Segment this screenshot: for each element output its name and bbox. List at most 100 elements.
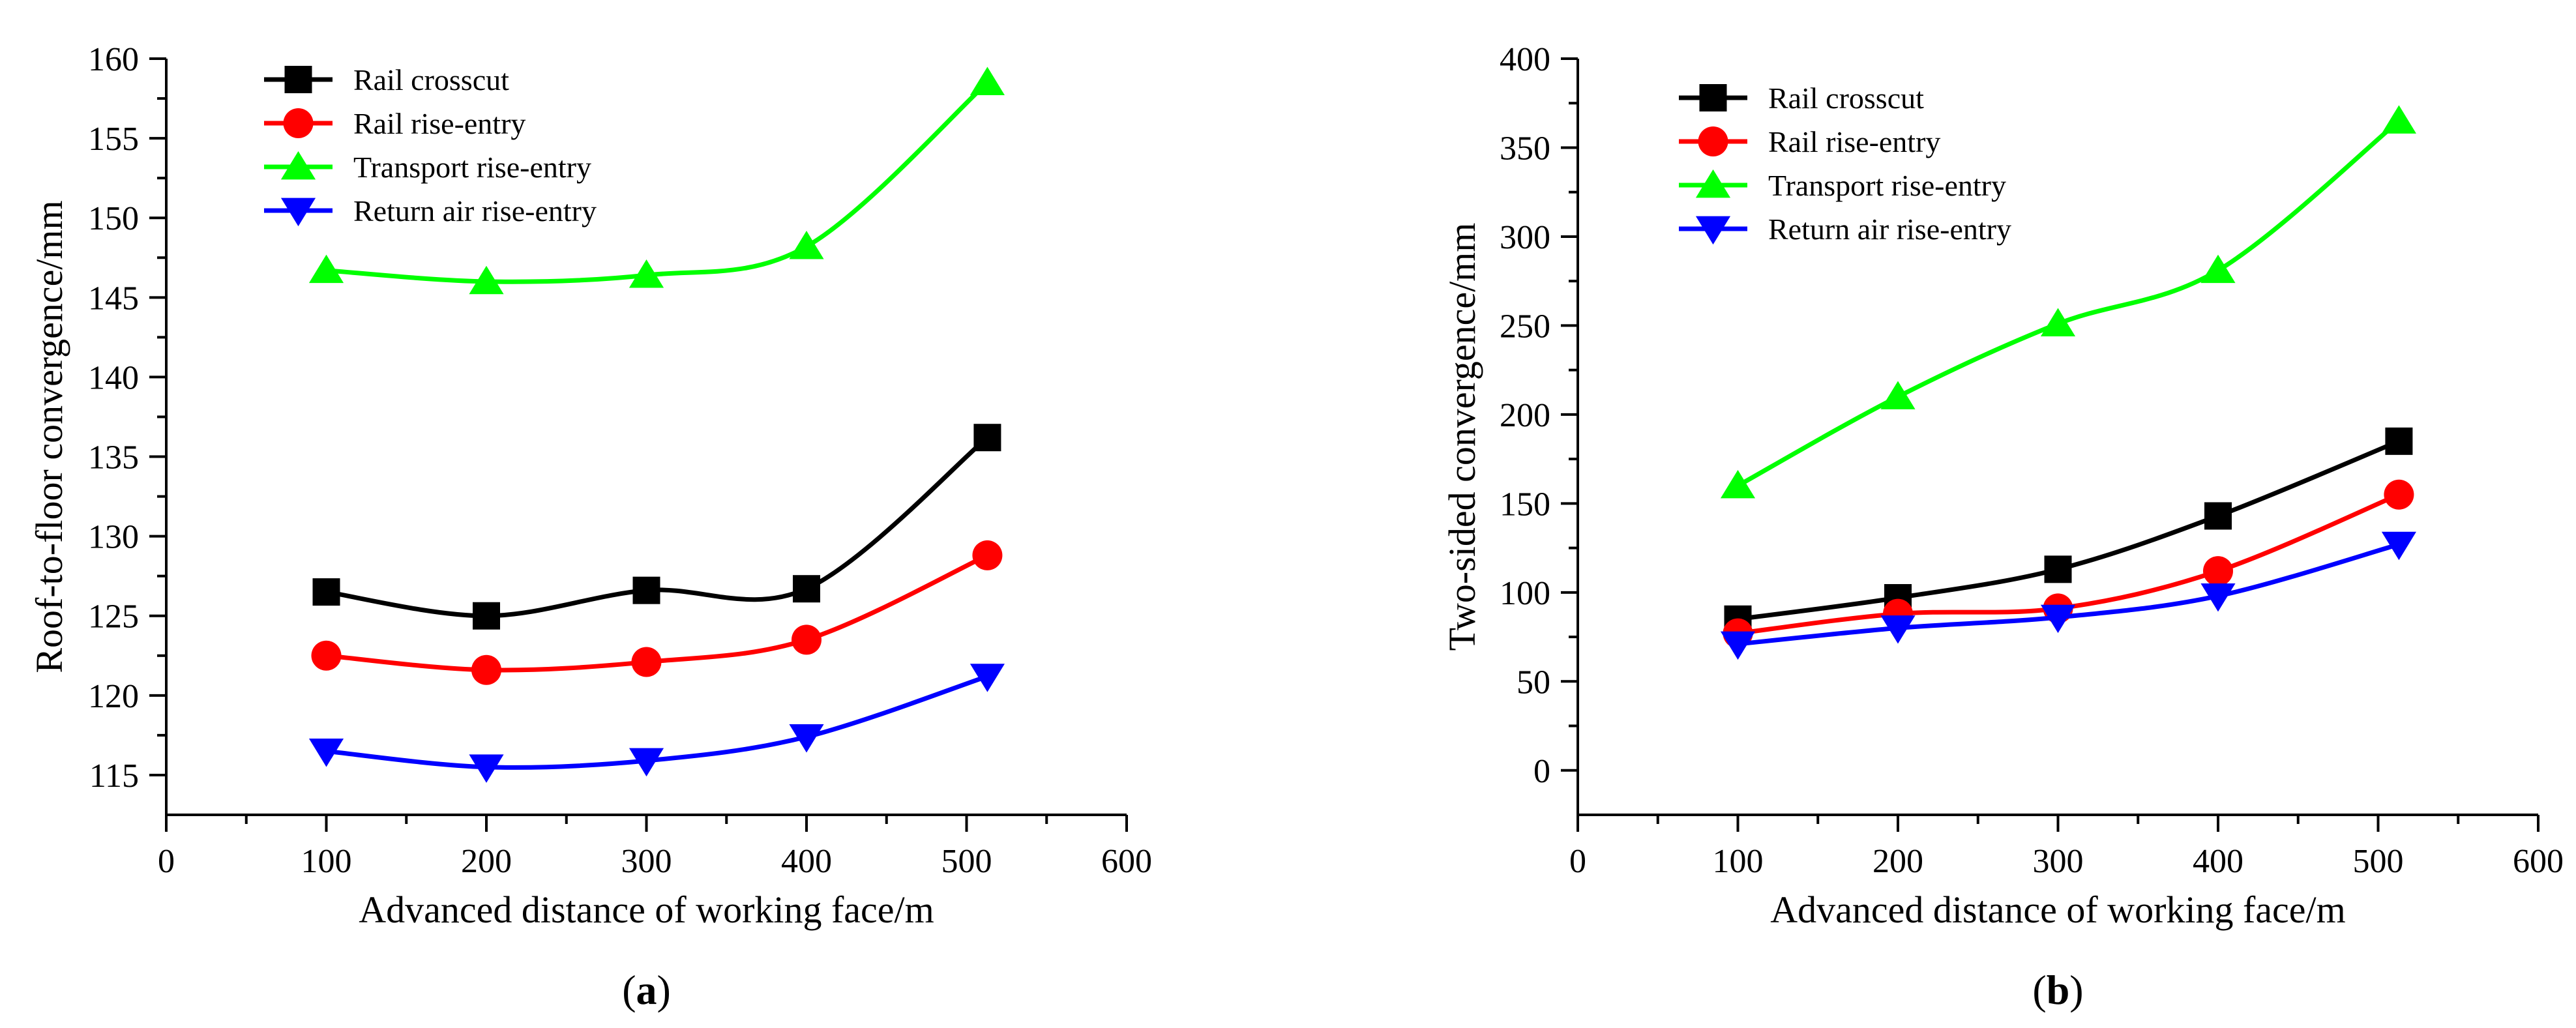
x-tick-label: 400 <box>781 843 832 880</box>
data-point-0-0 <box>312 578 340 606</box>
data-point-2-0 <box>308 254 344 284</box>
data-point-0-2 <box>2044 555 2072 583</box>
y-tick-label: 50 <box>1517 664 1550 701</box>
y-tick-label: 0 <box>1533 753 1550 790</box>
panel-label-open: ( <box>2032 967 2046 1013</box>
y-tick-label: 140 <box>88 359 139 396</box>
x-tick-label: 0 <box>158 843 175 880</box>
x-tick-label: 500 <box>2353 843 2404 880</box>
legend-label-3: Return air rise-entry <box>1768 213 2011 246</box>
y-tick-label: 145 <box>88 280 139 317</box>
data-point-2-3 <box>2200 254 2236 284</box>
legend-label-1: Rail rise-entry <box>353 107 526 140</box>
panel-label-close: ) <box>2069 967 2083 1013</box>
x-tick-label: 200 <box>1873 843 1923 880</box>
y-tick-label: 135 <box>88 439 139 477</box>
data-point-2-1 <box>469 265 504 295</box>
data-point-3-2 <box>629 748 664 777</box>
y-tick-label: 150 <box>88 200 139 237</box>
y-tick-label: 350 <box>1500 130 1550 167</box>
x-tick-label: 500 <box>941 843 992 880</box>
y-tick-label: 125 <box>88 598 139 636</box>
y-tick-label: 250 <box>1500 308 1550 345</box>
legend-label-3: Return air rise-entry <box>353 194 597 228</box>
legend-label-0: Rail crosscut <box>1768 81 1924 115</box>
legend-marker-1 <box>283 108 314 138</box>
series-line-2 <box>326 81 989 284</box>
data-point-1-3 <box>792 624 822 655</box>
y-tick-label: 160 <box>88 41 139 78</box>
x-tick-label: 100 <box>1713 843 1764 880</box>
data-point-1-1 <box>471 654 501 685</box>
data-point-2-0 <box>1720 469 1756 499</box>
legend: Rail crosscut Rail rise-entry Transport ri… <box>264 63 597 228</box>
data-point-3-3 <box>789 724 824 753</box>
panel-label-letter: a <box>636 967 657 1013</box>
y-tick-label: 155 <box>88 121 139 158</box>
y-tick-label: 400 <box>1500 41 1550 78</box>
data-point-2-2 <box>629 259 664 288</box>
data-point-0-3 <box>2204 502 2232 530</box>
panel-label-open: ( <box>622 967 636 1013</box>
data-point-3-1 <box>1880 615 1916 644</box>
x-tick-label: 300 <box>2033 843 2084 880</box>
data-point-2-4 <box>2381 105 2416 134</box>
legend-marker-0 <box>284 66 312 93</box>
y-axis-title: Roof-to-floor convergence/mm <box>28 200 70 673</box>
data-point-1-2 <box>631 647 662 677</box>
chart-panel-b: 0 100 200 300 400 500 600 0 50 100 150 200 250 300 350… <box>1441 41 2564 1013</box>
x-tick-label: 100 <box>301 843 352 880</box>
legend-marker-3 <box>280 198 316 227</box>
data-point-2-2 <box>2040 308 2076 337</box>
data-point-0-2 <box>632 576 660 604</box>
data-point-2-4 <box>970 66 1005 95</box>
data-point-1-4 <box>2384 479 2414 510</box>
x-tick-label: 200 <box>461 843 512 880</box>
data-point-0-1 <box>473 602 500 630</box>
y-tick-label: 120 <box>88 678 139 715</box>
data-point-3-4 <box>970 664 1005 692</box>
legend-marker-2 <box>1695 169 1731 198</box>
y-tick-label: 100 <box>1500 575 1550 612</box>
data-point-3-0 <box>308 738 344 767</box>
x-axis-title: Advanced distance of working face/m <box>1770 888 2346 931</box>
legend-marker-3 <box>1695 216 1731 245</box>
legend-label-2: Transport rise-entry <box>1768 169 2006 202</box>
y-tick-label: 300 <box>1500 219 1550 256</box>
data-point-0-4 <box>973 424 1001 452</box>
data-point-0-4 <box>2385 427 2413 455</box>
y-tick-label: 130 <box>88 519 139 556</box>
y-tick-label: 115 <box>89 757 139 795</box>
data-point-2-1 <box>1880 381 1916 409</box>
legend-marker-0 <box>1699 84 1727 111</box>
x-tick-label: 0 <box>1569 843 1586 880</box>
x-tick-label: 300 <box>621 843 672 880</box>
panel-label: (a) <box>622 967 671 1013</box>
legend-marker-1 <box>1698 126 1728 156</box>
y-tick-label: 200 <box>1500 397 1550 434</box>
panel-label-letter: b <box>2047 967 2070 1013</box>
legend: Rail crosscut Rail rise-entry Transport ri… <box>1679 81 2011 246</box>
data-point-0-3 <box>793 575 820 603</box>
panel-label-close: ) <box>657 967 671 1013</box>
legend-label-1: Rail rise-entry <box>1768 125 1940 158</box>
y-axis-title: Two-sided convergence/mm <box>1441 223 1483 651</box>
data-point-1-0 <box>311 640 342 671</box>
x-tick-label: 600 <box>2513 843 2564 880</box>
panel-label: (b) <box>2032 967 2083 1013</box>
x-tick-label: 600 <box>1101 843 1152 880</box>
data-point-1-4 <box>972 540 1003 570</box>
data-point-1-3 <box>2203 556 2233 587</box>
series-line-0 <box>1738 439 2400 622</box>
data-point-3-3 <box>2200 583 2236 612</box>
legend-marker-2 <box>280 151 316 180</box>
data-point-3-1 <box>469 754 504 783</box>
x-axis-title: Advanced distance of working face/m <box>359 888 934 931</box>
legend-label-0: Rail crosscut <box>353 63 509 96</box>
data-point-3-0 <box>1720 631 1756 660</box>
x-tick-label: 400 <box>2193 843 2243 880</box>
legend-label-2: Transport rise-entry <box>353 151 591 184</box>
data-point-2-3 <box>789 231 824 259</box>
y-tick-label: 150 <box>1500 486 1550 523</box>
